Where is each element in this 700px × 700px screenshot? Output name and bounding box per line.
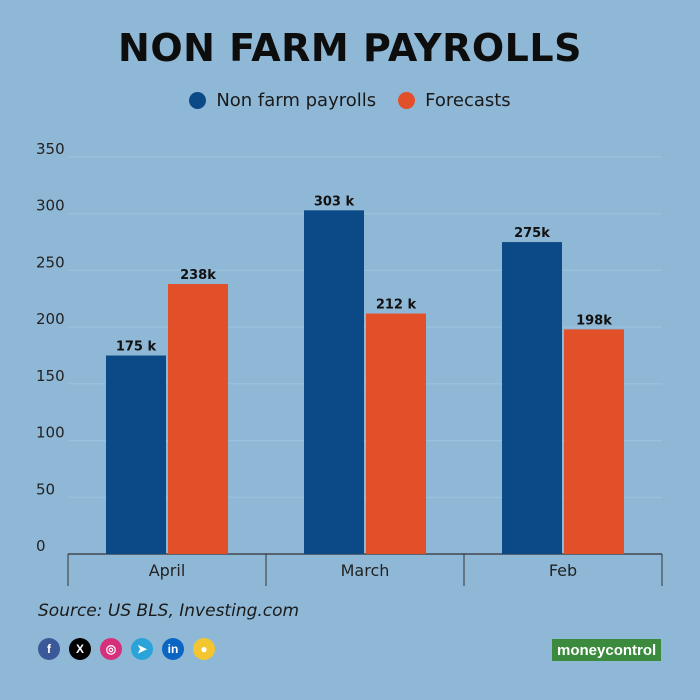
y-tick-label: 150 [36,367,65,385]
social-icons: f X ◎ ➤ in ● [38,638,215,660]
chart-title: NON FARM PAYROLLS [118,26,582,70]
brand-part-2: control [605,641,657,659]
legend-swatch-forecasts [398,92,416,109]
x-tick-label: Feb [549,561,577,580]
brand-part-1: money [557,641,606,659]
x-icon[interactable]: X [69,638,91,660]
bar [564,329,624,554]
telegram-icon[interactable]: ➤ [131,638,153,660]
data-label: 275k [514,226,550,241]
data-label: 303 k [314,194,355,209]
linkedin-icon[interactable]: in [162,638,184,660]
bar [168,284,228,554]
y-tick-label: 350 [36,140,65,158]
bar [106,355,166,554]
koo-icon[interactable]: ● [193,638,215,660]
legend-item-forecasts: Forecasts [398,90,511,111]
data-label: 238k [180,268,216,283]
legend-label-forecasts: Forecasts [425,90,511,111]
bar [502,242,562,555]
x-tick-label: March [341,561,390,580]
facebook-icon[interactable]: f [38,638,60,660]
y-tick-label: 300 [36,197,65,215]
y-tick-label: 250 [36,253,65,271]
x-tick-label: April [149,561,186,580]
moneycontrol-logo: money control [552,639,662,661]
y-tick-label: 50 [36,480,55,498]
instagram-icon[interactable]: ◎ [100,638,122,660]
y-tick-label: 0 [36,537,46,555]
legend-label-non-farm-payrolls: Non farm payrolls [216,90,377,111]
source-note: Source: US BLS, Investing.com [38,601,300,621]
legend-swatch-non-farm-payrolls [189,92,207,109]
legend: Non farm payrolls Forecasts [0,90,700,111]
data-label: 212 k [376,298,417,313]
bar [366,313,426,554]
bar-chart: 0 50 100 150 200 250 300 350 175 k 238k April 303 k… [36,140,663,586]
y-tick-label: 100 [36,424,65,442]
legend-item-non-farm-payrolls: Non farm payrolls [189,90,376,111]
y-tick-label: 200 [36,310,65,328]
data-label: 175 k [116,340,157,355]
data-label: 198k [576,313,612,328]
bar [304,210,364,554]
